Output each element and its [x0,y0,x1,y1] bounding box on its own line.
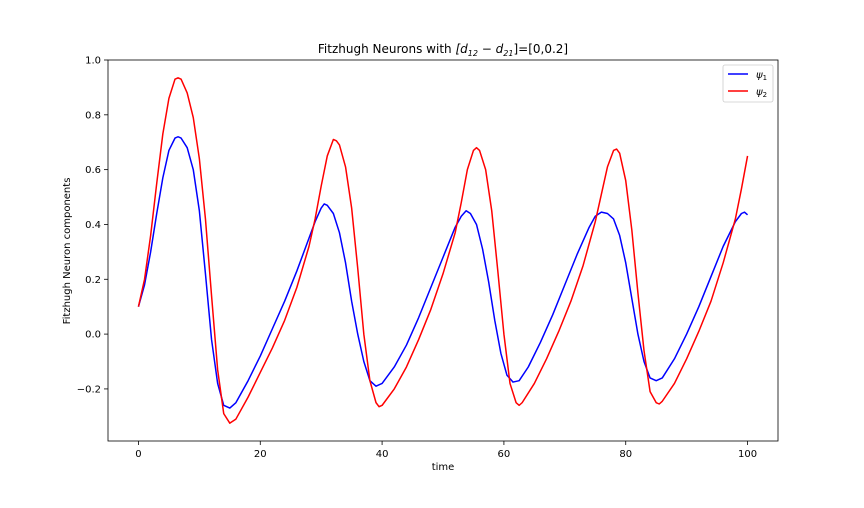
y-tick-label: 0.4 [85,220,101,231]
y-axis-label: Fitzhugh Neuron components [62,178,73,325]
y-axis-ticks: −0.2 0.0 0.2 0.4 0.6 0.8 1.0 [77,56,108,395]
x-tick-label: 100 [738,449,757,460]
chart-title: Fitzhugh Neurons with [d12 − d21]=[0,0.2… [318,42,568,58]
x-tick-label: 20 [254,449,267,460]
y-tick-label: 1.0 [85,56,101,67]
x-tick-label: 0 [135,449,141,460]
axes-frame [107,59,779,442]
y-tick-label: 0.8 [85,110,101,121]
legend-label-psi2: ψ2 [756,87,767,99]
x-tick-label: 80 [619,449,632,460]
legend-label-psi1: ψ1 [756,70,767,82]
y-tick-label: 0.0 [85,330,101,341]
plot-area: 0 20 40 60 80 100 −0.2 0.0 0.2 0.4 0.6 0.8 1.0 [77,56,779,460]
x-tick-label: 60 [498,449,511,460]
x-axis-ticks: 0 20 40 60 80 100 [135,441,757,460]
y-tick-label: −0.2 [77,384,101,395]
legend: ψ1 ψ2 [722,64,774,103]
series-line-psi2 [137,77,749,424]
series-layer [137,77,749,424]
x-tick-label: 40 [376,449,389,460]
series-line-psi1 [137,136,749,409]
y-tick-label: 0.2 [85,275,101,286]
y-tick-label: 0.6 [85,165,101,176]
x-axis-label: time [432,462,455,473]
